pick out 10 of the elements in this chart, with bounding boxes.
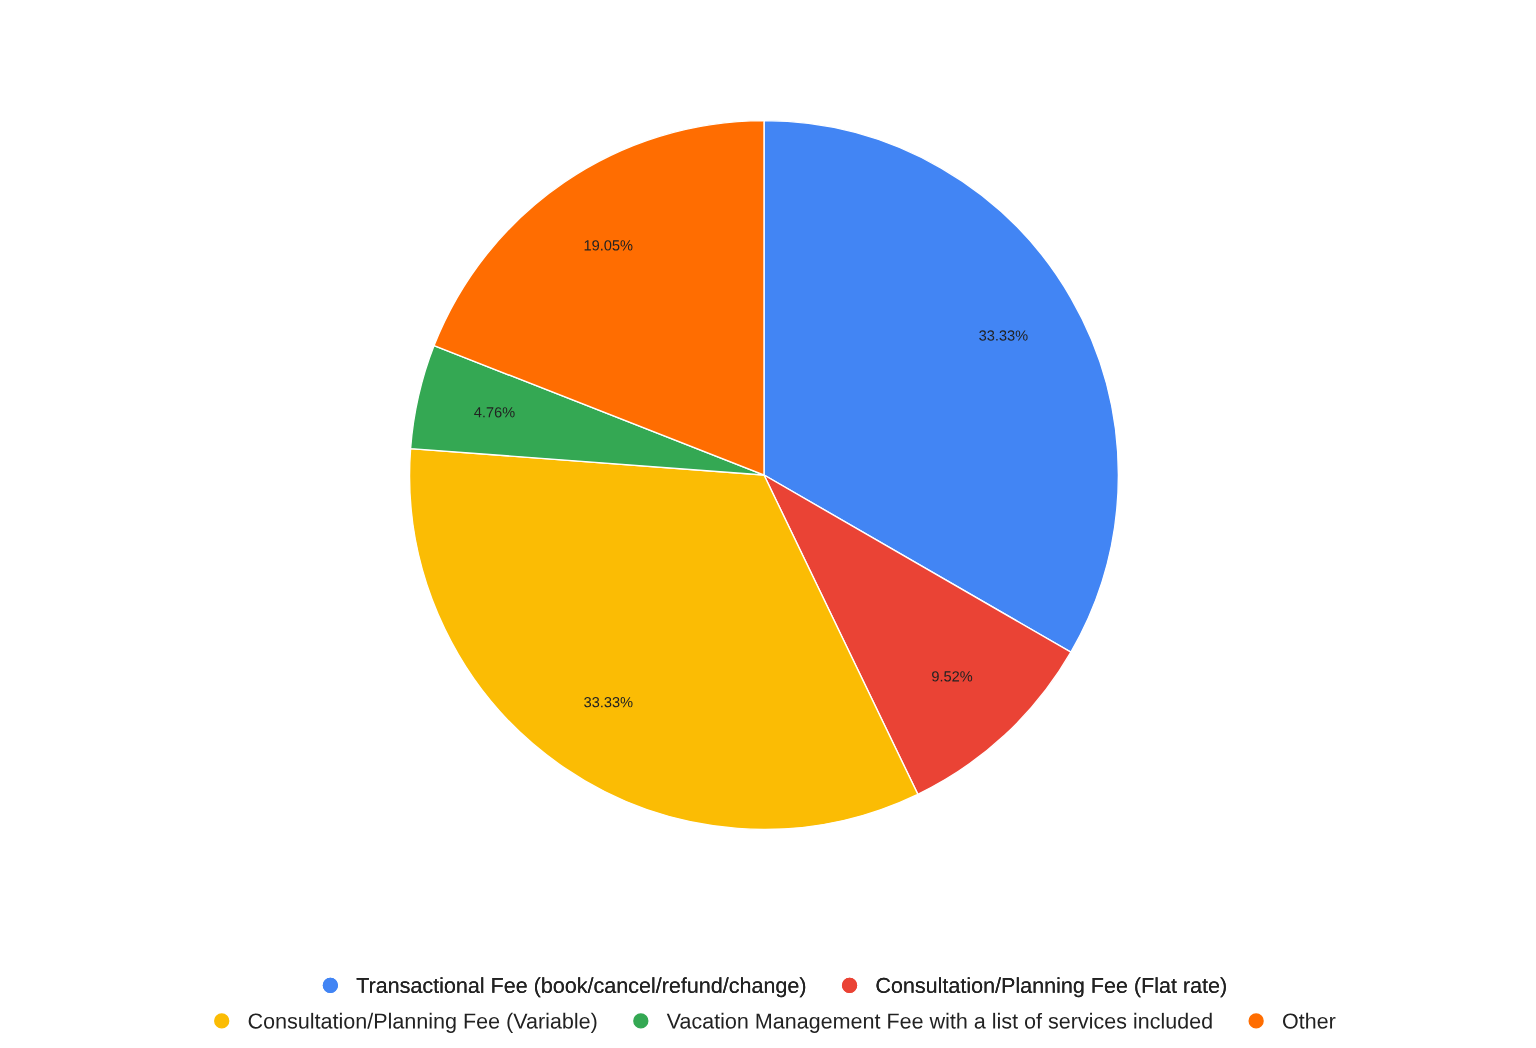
legend-label: Other bbox=[1282, 1012, 1336, 1029]
data-label: 19.05% bbox=[584, 240, 633, 251]
data-label: 4.76% bbox=[474, 407, 515, 418]
legend-label: Transactional Fee (book/cancel/refund/change) bbox=[356, 977, 806, 998]
data-label: 33.33% bbox=[979, 330, 1028, 341]
legend-label: Consultation/Planning Fee (Flat rate) bbox=[876, 977, 1226, 998]
data-label: 9.52% bbox=[932, 671, 973, 682]
legend-label: Consultation/Planning Fee (Variable) bbox=[248, 1012, 597, 1033]
data-label: 33.33% bbox=[584, 697, 633, 708]
legend-label: Vacation Management Fee with a list of services included bbox=[666, 1012, 1212, 1033]
